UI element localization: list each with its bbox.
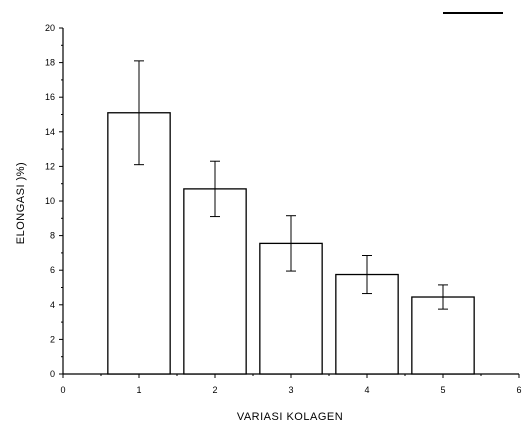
y-tick-label: 2	[50, 334, 55, 344]
error-bars	[134, 60, 448, 310]
x-tick-label: 4	[364, 385, 369, 395]
y-tick-label: 16	[45, 92, 55, 102]
x-tick-label: 0	[60, 385, 65, 395]
y-tick-label: 12	[45, 161, 55, 171]
x-tick-label: 5	[440, 385, 445, 395]
x-axis-label: VARIASI KOLAGEN	[237, 411, 343, 423]
y-tick-label: 4	[50, 300, 55, 310]
y-tick-label: 18	[45, 58, 55, 68]
x-tick-label: 6	[516, 385, 521, 395]
x-tick-label: 3	[288, 385, 293, 395]
y-tick-label: 14	[45, 127, 55, 137]
y-axis-ticks: 0 2 4 6 8 10 12 14 16 18 20	[45, 23, 63, 379]
x-axis-ticks: 0 1 2 3 4 5 6	[60, 374, 522, 395]
y-tick-label: 10	[45, 196, 55, 206]
x-tick-label: 1	[136, 385, 141, 395]
x-tick-label: 2	[212, 385, 217, 395]
y-tick-label: 6	[50, 265, 55, 275]
bars	[107, 112, 475, 375]
y-tick-label: 8	[50, 231, 55, 241]
y-tick-label: 0	[50, 369, 55, 379]
y-tick-label: 20	[45, 23, 55, 33]
y-axis-label: ELONGASI )%)	[15, 162, 27, 244]
